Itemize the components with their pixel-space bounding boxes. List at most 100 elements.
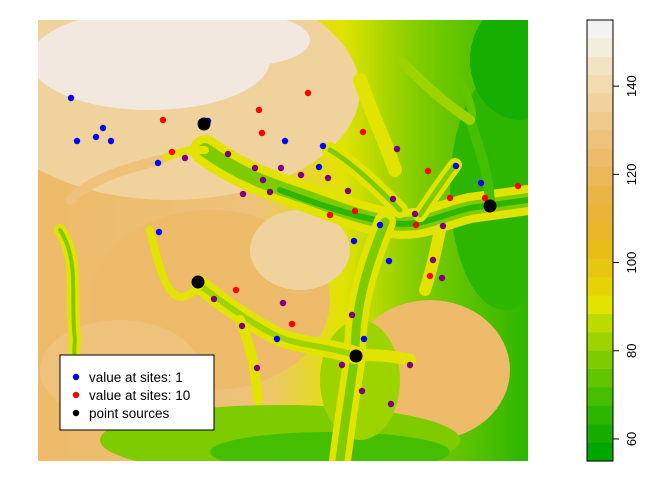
site-marker-both bbox=[406, 361, 414, 369]
site-marker-both bbox=[324, 174, 332, 182]
colorbar-band bbox=[587, 240, 613, 260]
legend-box bbox=[59, 354, 215, 431]
legend-marker-blue bbox=[72, 373, 80, 381]
site-marker-both bbox=[438, 274, 446, 282]
colorbar-band bbox=[587, 332, 613, 352]
colorbar-band bbox=[587, 405, 613, 425]
point-source-marker bbox=[483, 199, 497, 213]
colorbar-band bbox=[587, 295, 613, 315]
colorbar-band bbox=[587, 75, 613, 95]
legend-label-sites-10: value at sites: 10 bbox=[89, 388, 190, 403]
site-marker-site-10 bbox=[258, 129, 266, 137]
site-marker-site-1 bbox=[273, 335, 281, 343]
site-marker-site-1 bbox=[452, 162, 460, 170]
elevation-colorbar: 60 80 100 120 140 bbox=[586, 19, 639, 462]
site-marker-site-1 bbox=[281, 137, 289, 145]
legend-label-sites-1: value at sites: 1 bbox=[89, 370, 183, 385]
site-marker-site-10 bbox=[446, 194, 454, 202]
colorbar-band bbox=[587, 56, 613, 76]
site-marker-site-10 bbox=[481, 194, 489, 202]
site-marker-site-1 bbox=[319, 142, 327, 150]
colorbar-tick-label: 140 bbox=[624, 75, 639, 97]
site-marker-site-10 bbox=[159, 116, 167, 124]
site-marker-site-1 bbox=[155, 228, 163, 236]
colorbar-band bbox=[587, 130, 613, 150]
colorbar-tick-label: 120 bbox=[624, 163, 639, 185]
site-marker-both bbox=[358, 387, 366, 395]
site-marker-site-1 bbox=[360, 335, 368, 343]
site-marker-both bbox=[297, 171, 305, 179]
site-marker-both bbox=[344, 187, 352, 195]
site-marker-site-1 bbox=[315, 163, 323, 171]
site-marker-site-10 bbox=[232, 286, 240, 294]
point-source-marker bbox=[197, 117, 211, 131]
legend-label-point-sources: point sources bbox=[89, 406, 170, 421]
colorbar-band bbox=[587, 38, 613, 58]
site-marker-site-10 bbox=[304, 89, 312, 97]
colorbar-band bbox=[587, 111, 613, 131]
colorbar-band bbox=[587, 222, 613, 242]
site-marker-site-1 bbox=[73, 137, 81, 145]
site-marker-site-1 bbox=[67, 94, 75, 102]
site-marker-both bbox=[338, 361, 346, 369]
colorbar-band bbox=[587, 148, 613, 168]
colorbar-band bbox=[587, 20, 613, 39]
colorbar-band bbox=[587, 185, 613, 205]
site-marker-site-10 bbox=[514, 182, 522, 190]
site-points bbox=[67, 89, 522, 408]
colorbar-band bbox=[587, 369, 613, 389]
colorbar-tick-label: 60 bbox=[624, 432, 639, 446]
colorbar-band bbox=[587, 424, 613, 444]
legend: value at sites: 1 value at sites: 10 poi… bbox=[59, 354, 215, 431]
site-marker-site-1 bbox=[92, 133, 100, 141]
colorbar-band bbox=[587, 442, 613, 462]
colorbar-band bbox=[587, 387, 613, 407]
site-marker-site-1 bbox=[376, 221, 384, 229]
site-marker-both bbox=[224, 150, 232, 158]
site-marker-site-10 bbox=[424, 167, 432, 175]
colorbar-tick-label: 80 bbox=[624, 344, 639, 358]
site-marker-site-10 bbox=[168, 148, 176, 156]
site-marker-site-1 bbox=[350, 237, 358, 245]
site-marker-site-10 bbox=[359, 128, 367, 136]
site-marker-site-1 bbox=[385, 257, 393, 265]
site-marker-both bbox=[279, 299, 287, 307]
site-marker-both bbox=[259, 176, 267, 184]
site-marker-both bbox=[411, 210, 419, 218]
site-marker-site-10 bbox=[288, 320, 296, 328]
colorbar-band bbox=[587, 203, 613, 223]
legend-marker-red bbox=[72, 391, 80, 399]
site-marker-both bbox=[277, 164, 285, 172]
colorbar-band bbox=[587, 167, 613, 186]
colorbar-tick-label: 100 bbox=[624, 252, 639, 274]
site-marker-both bbox=[238, 322, 246, 330]
site-marker-both bbox=[429, 256, 437, 264]
site-marker-site-10 bbox=[351, 207, 359, 215]
site-marker-both bbox=[387, 400, 395, 408]
point-source-marker bbox=[349, 349, 363, 363]
site-marker-site-1 bbox=[154, 159, 162, 167]
site-marker-site-1 bbox=[99, 124, 107, 132]
point-source-marker bbox=[191, 275, 205, 289]
site-marker-both bbox=[393, 145, 401, 153]
colorbar-band bbox=[587, 277, 613, 297]
site-marker-both bbox=[251, 164, 259, 172]
site-marker-site-10 bbox=[255, 106, 263, 114]
colorbar-band bbox=[587, 258, 613, 278]
colorbar-band bbox=[587, 314, 613, 333]
site-marker-both bbox=[389, 195, 397, 203]
site-marker-site-10 bbox=[426, 272, 434, 280]
site-marker-both bbox=[348, 311, 356, 319]
site-marker-site-1 bbox=[477, 179, 485, 187]
site-marker-both bbox=[181, 154, 189, 162]
colorbar-band bbox=[587, 350, 613, 370]
site-marker-both bbox=[253, 364, 261, 372]
colorbar-band bbox=[587, 93, 613, 113]
colorbar-frame bbox=[586, 19, 614, 462]
site-marker-site-10 bbox=[326, 211, 334, 219]
site-marker-both bbox=[439, 222, 447, 230]
site-marker-site-1 bbox=[107, 137, 115, 145]
site-marker-both bbox=[239, 190, 247, 198]
site-marker-both bbox=[210, 295, 218, 303]
